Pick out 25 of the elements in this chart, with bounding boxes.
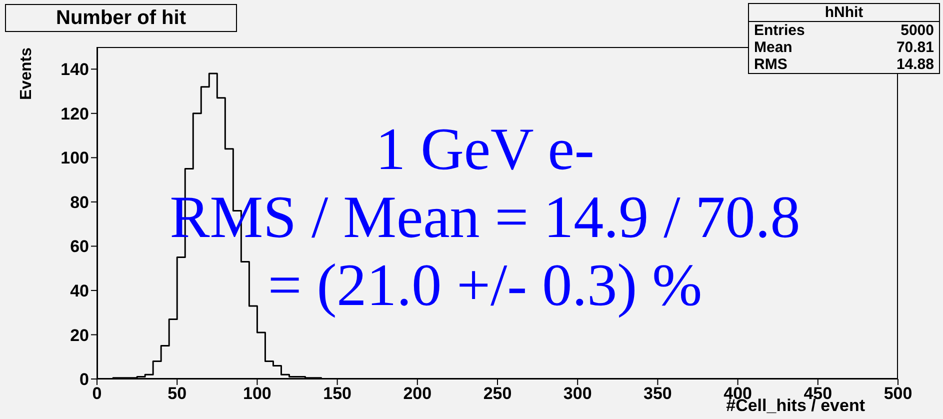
x-tick-label: 100 (243, 384, 272, 404)
y-tick-label: 60 (70, 237, 89, 256)
y-tick-label: 40 (70, 282, 89, 300)
x-tick-label: 150 (323, 384, 352, 404)
y-tick-label: 0 (80, 370, 89, 390)
y-axis-title: Events (18, 48, 36, 100)
x-tick-label: 200 (403, 384, 432, 404)
y-tick-label: 100 (60, 148, 89, 168)
y-tick-label: 20 (70, 326, 89, 345)
text: Mean 70.81 (754, 39, 934, 56)
x-tick-label: 350 (644, 384, 672, 404)
text: RMS 14.88 (754, 56, 934, 73)
x-tick-label: 500 (884, 384, 912, 404)
y-tick-label: 120 (60, 104, 89, 124)
x-tick-label: 50 (168, 384, 187, 404)
x-tick-label: 0 (92, 384, 102, 404)
y-tick-label: 140 (60, 60, 89, 80)
annotation: 1 GeV e- (374, 115, 596, 183)
x-tick-label: 250 (483, 384, 512, 404)
text: hNhit (749, 4, 939, 22)
y-tick-label: 80 (70, 192, 89, 212)
x-tick-label: 300 (563, 384, 592, 404)
text: Entries 5000 (754, 22, 934, 39)
annotation: = (21.0 +/- 0.3) % (266, 251, 704, 319)
chart-title: Number of hit (5, 4, 237, 32)
